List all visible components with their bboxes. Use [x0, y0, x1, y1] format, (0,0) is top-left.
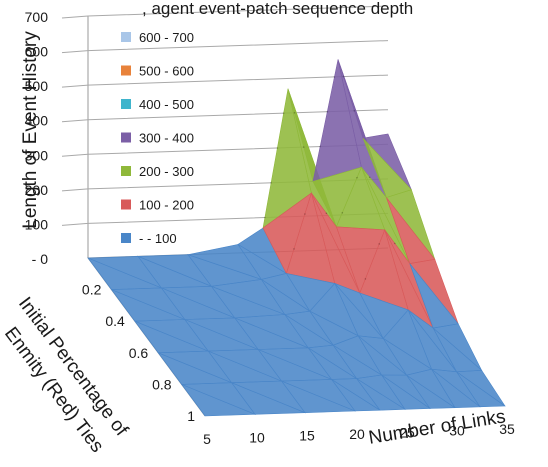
- z-gridline: [61, 74, 389, 88]
- legend-label: 100 - 200: [139, 198, 194, 213]
- legend-label: - - 100: [139, 231, 177, 246]
- surface-facet: [356, 378, 406, 411]
- legend-swatch: [121, 32, 131, 42]
- legend-label: 600 - 700: [139, 30, 194, 45]
- contour-mark: [276, 147, 279, 149]
- z-tick-label: 200: [25, 182, 49, 198]
- surface-facet: [456, 371, 506, 408]
- surface-facet: [230, 382, 306, 415]
- x-tick-label: 30: [449, 423, 465, 439]
- legend-swatch: [121, 199, 131, 210]
- x-axis-title: Number of Links: [367, 406, 507, 448]
- legend-swatch: [121, 65, 131, 76]
- contour-mark: [264, 216, 266, 219]
- contour-mark: [319, 145, 321, 148]
- z-gridline: [61, 5, 389, 19]
- surface-facet: [431, 368, 481, 409]
- z-tick-label: - 0: [32, 251, 49, 267]
- legend-label: 400 - 500: [139, 97, 194, 112]
- contour-mark: [364, 278, 367, 280]
- legend-label: 200 - 300: [139, 164, 194, 179]
- legend: 600 - 700 500 - 600 400 - 500 300 - 400 200 …: [121, 30, 194, 246]
- surface-facet: [381, 374, 431, 410]
- z-tick-label: 500: [25, 78, 49, 94]
- contour-mark: [394, 242, 396, 245]
- surface-facet: [406, 374, 456, 409]
- contour-mark: [341, 212, 344, 214]
- axis-ticks: - 0 100 200 300 400 500 600 700 0.20.40.60.8 15 10…: [25, 9, 515, 447]
- y-tick-label: 0.4: [105, 313, 125, 329]
- legend-swatch: [121, 233, 131, 243]
- contour-mark: [342, 75, 345, 78]
- x-tick-label: 20: [349, 426, 365, 442]
- x-tick-label: 5: [203, 431, 211, 447]
- contour-mark: [325, 212, 328, 215]
- contour-mark: [378, 243, 381, 245]
- legend-swatch: [121, 166, 131, 176]
- z-axis-title: Length of Event History: [20, 31, 41, 229]
- y-tick-label: 1: [187, 408, 195, 424]
- surface-facet: [280, 380, 356, 414]
- legend-swatch: [121, 132, 131, 143]
- contour-mark: [368, 176, 371, 179]
- x-tick-label: 15: [299, 428, 315, 444]
- contour-mark: [326, 110, 329, 113]
- contour-mark: [282, 112, 285, 114]
- contour-mark: [302, 146, 305, 148]
- contour-mark: [293, 248, 295, 250]
- x-tick-label: 35: [499, 421, 515, 437]
- legend-label: 300 - 400: [139, 131, 194, 146]
- z-tick-label: 600: [25, 44, 49, 60]
- contour-mark: [304, 213, 306, 215]
- contour-mark: [293, 112, 296, 114]
- surface-facet: [180, 383, 256, 417]
- contour-mark: [333, 76, 336, 78]
- z-tick-label: 300: [25, 147, 49, 163]
- z-tick-label: 700: [25, 9, 49, 25]
- z-tick-label: 400: [25, 113, 49, 129]
- contour-mark: [356, 176, 358, 179]
- x-tick-label: 10: [249, 429, 265, 445]
- z-tick-label: 100: [25, 216, 49, 232]
- contour-mark: [353, 110, 356, 112]
- y-tick-label: 0.2: [82, 282, 102, 298]
- chart-title-fragment: , agent event-patch sequence depth: [142, 0, 413, 18]
- x-tick-label: 25: [399, 424, 415, 440]
- contour-mark: [270, 182, 272, 184]
- legend-label: 500 - 600: [139, 64, 194, 79]
- z-gridline: [61, 40, 389, 54]
- y-tick-label: 0.6: [129, 345, 149, 361]
- legend-swatch: [121, 99, 131, 109]
- surface-facet: [331, 379, 381, 412]
- y-tick-label: 0.8: [152, 376, 172, 392]
- surface-plot: [87, 59, 506, 417]
